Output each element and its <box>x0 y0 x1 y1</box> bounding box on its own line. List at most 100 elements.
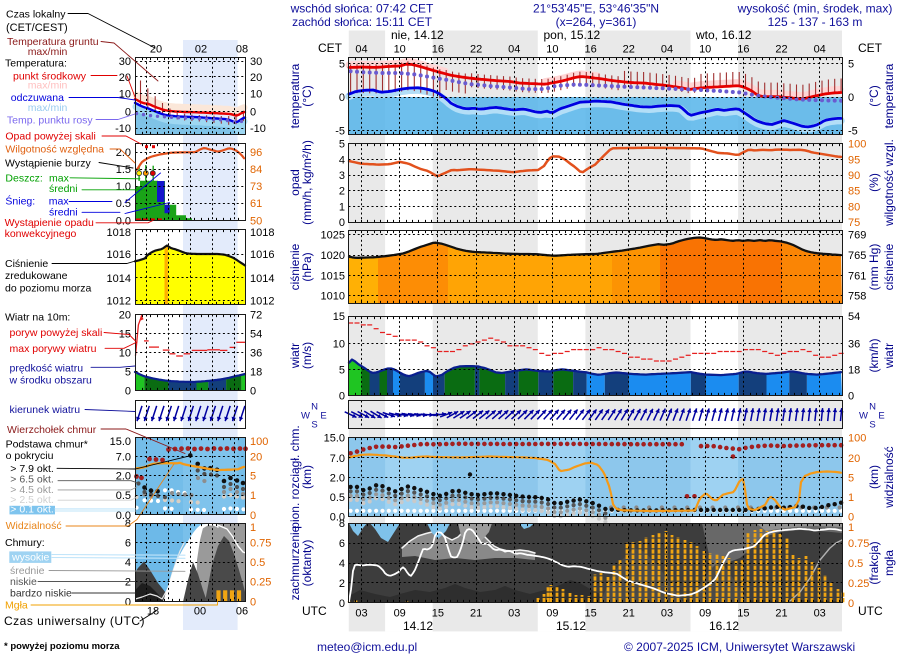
svg-text:16: 16 <box>432 44 444 56</box>
svg-text:10: 10 <box>699 44 711 56</box>
svg-text:wilgotność wzgl.: wilgotność wzgl. <box>882 139 896 227</box>
svg-text:bardzo niskie: bardzo niskie <box>10 588 72 600</box>
svg-text:0: 0 <box>339 390 345 402</box>
svg-text:0: 0 <box>339 217 345 229</box>
svg-text:10: 10 <box>394 44 406 56</box>
svg-text:Mgła: Mgła <box>5 600 28 612</box>
svg-text:72: 72 <box>250 310 262 322</box>
svg-text:20: 20 <box>119 310 131 322</box>
svg-text:2: 2 <box>125 577 131 589</box>
svg-text:03: 03 <box>661 608 673 620</box>
svg-text:08: 08 <box>236 44 248 56</box>
svg-text:2.0: 2.0 <box>330 473 345 485</box>
svg-text:E: E <box>320 411 326 422</box>
svg-text:0.5: 0.5 <box>848 558 863 570</box>
svg-text:1.0: 1.0 <box>116 181 131 193</box>
svg-text:100: 100 <box>848 433 866 445</box>
svg-text:5: 5 <box>848 473 854 485</box>
svg-text:max/min: max/min <box>28 80 68 92</box>
svg-text:1: 1 <box>848 522 854 534</box>
svg-text:1020: 1020 <box>321 250 345 262</box>
svg-text:04: 04 <box>355 44 367 56</box>
svg-text:(oktanty): (oktanty) <box>300 540 314 587</box>
svg-text:-10: -10 <box>250 123 266 135</box>
svg-text:84: 84 <box>250 164 262 176</box>
svg-text:0: 0 <box>848 92 854 104</box>
svg-text:22: 22 <box>623 44 635 56</box>
svg-text:10: 10 <box>333 339 345 351</box>
svg-text:wschód słońca: 07:42 CET: wschód słońca: 07:42 CET <box>290 2 434 16</box>
svg-text:Czas uniwersalny (UTC): Czas uniwersalny (UTC) <box>4 614 145 628</box>
svg-text:61: 61 <box>250 198 262 210</box>
svg-text:36: 36 <box>848 339 860 351</box>
svg-text:pon, 15.12: pon, 15.12 <box>544 28 601 42</box>
svg-text:04: 04 <box>508 44 520 56</box>
svg-text:90: 90 <box>848 170 860 182</box>
svg-text:6: 6 <box>125 538 131 550</box>
svg-text:96: 96 <box>250 147 262 159</box>
svg-text:04: 04 <box>661 44 673 56</box>
svg-text:(mm/h, kg/m²/h): (mm/h, kg/m²/h) <box>300 140 314 225</box>
svg-text:54: 54 <box>848 311 860 323</box>
svg-text:09: 09 <box>546 608 558 620</box>
svg-text:18: 18 <box>250 366 262 378</box>
svg-text:04: 04 <box>814 44 826 56</box>
svg-text:10: 10 <box>546 44 558 56</box>
svg-text:73: 73 <box>250 181 262 193</box>
svg-text:1016: 1016 <box>250 249 274 261</box>
svg-text:1: 1 <box>250 490 256 502</box>
svg-text:16: 16 <box>584 44 596 56</box>
svg-text:20: 20 <box>150 44 162 56</box>
svg-text:kierunek wiatru: kierunek wiatru <box>10 404 81 416</box>
svg-text:zachód słońca: 15:11 CET: zachód słońca: 15:11 CET <box>292 15 433 29</box>
svg-text:(°C): (°C) <box>300 85 314 106</box>
svg-text:21: 21 <box>623 608 635 620</box>
svg-text:0: 0 <box>250 106 256 118</box>
svg-text:16: 16 <box>737 44 749 56</box>
svg-text:4: 4 <box>339 558 345 570</box>
svg-text:1014: 1014 <box>107 273 131 285</box>
svg-text:1014: 1014 <box>250 273 274 285</box>
svg-text:Wystąpienie burzy: Wystąpienie burzy <box>5 157 91 169</box>
svg-text:wysokie: wysokie <box>11 552 50 564</box>
svg-text:Wilgotność względna: Wilgotność względna <box>5 144 104 156</box>
svg-text:03: 03 <box>508 608 520 620</box>
svg-text:80: 80 <box>848 201 860 213</box>
svg-text:100: 100 <box>250 436 268 448</box>
svg-text:7.0: 7.0 <box>330 453 345 465</box>
svg-text:(hPa): (hPa) <box>300 252 314 281</box>
svg-text:(CET/CEST): (CET/CEST) <box>6 22 68 34</box>
svg-text:(°C): (°C) <box>867 85 881 106</box>
svg-text:ciśnienie: ciśnienie <box>882 243 896 290</box>
svg-text:5: 5 <box>125 366 131 378</box>
svg-text:w środku obszaru: w środku obszaru <box>9 375 92 387</box>
svg-text:20: 20 <box>250 72 262 84</box>
svg-text:Chmury:: Chmury: <box>5 537 45 549</box>
svg-text:© 2007-2025 ICM, Uniwersytet W: © 2007-2025 ICM, Uniwersytet Warszawski <box>624 640 855 654</box>
svg-text:15: 15 <box>737 608 749 620</box>
svg-text:1018: 1018 <box>250 227 274 239</box>
svg-text:125 - 137 - 163 m: 125 - 137 - 163 m <box>768 15 863 29</box>
svg-text:Opad powyżej skali: Opad powyżej skali <box>5 131 95 143</box>
svg-text:758: 758 <box>848 291 866 303</box>
svg-text:(mm Hg): (mm Hg) <box>867 244 881 291</box>
svg-text:1016: 1016 <box>107 249 131 261</box>
svg-text:15.12: 15.12 <box>556 619 586 633</box>
svg-text:02: 02 <box>195 44 207 56</box>
svg-text:21°53'45"E, 53°46'35"N: 21°53'45"E, 53°46'35"N <box>533 2 659 16</box>
svg-text:85: 85 <box>848 186 860 198</box>
svg-text:* powyżej poziomu morza: * powyżej poziomu morza <box>4 641 120 652</box>
svg-text:średni: średni <box>49 183 78 195</box>
svg-text:10: 10 <box>119 347 131 359</box>
svg-text:1: 1 <box>339 201 345 213</box>
svg-text:1018: 1018 <box>107 227 131 239</box>
svg-text:E: E <box>878 411 884 422</box>
svg-text:(km): (km) <box>300 465 314 489</box>
svg-text:0.25: 0.25 <box>250 577 271 589</box>
svg-text:54: 54 <box>250 329 262 341</box>
svg-text:16.12: 16.12 <box>709 619 739 633</box>
svg-text:100: 100 <box>848 138 866 150</box>
svg-text:wysokość (min, środek, max): wysokość (min, środek, max) <box>737 2 893 16</box>
svg-text:0: 0 <box>250 510 256 522</box>
svg-text:UTC: UTC <box>302 604 327 618</box>
